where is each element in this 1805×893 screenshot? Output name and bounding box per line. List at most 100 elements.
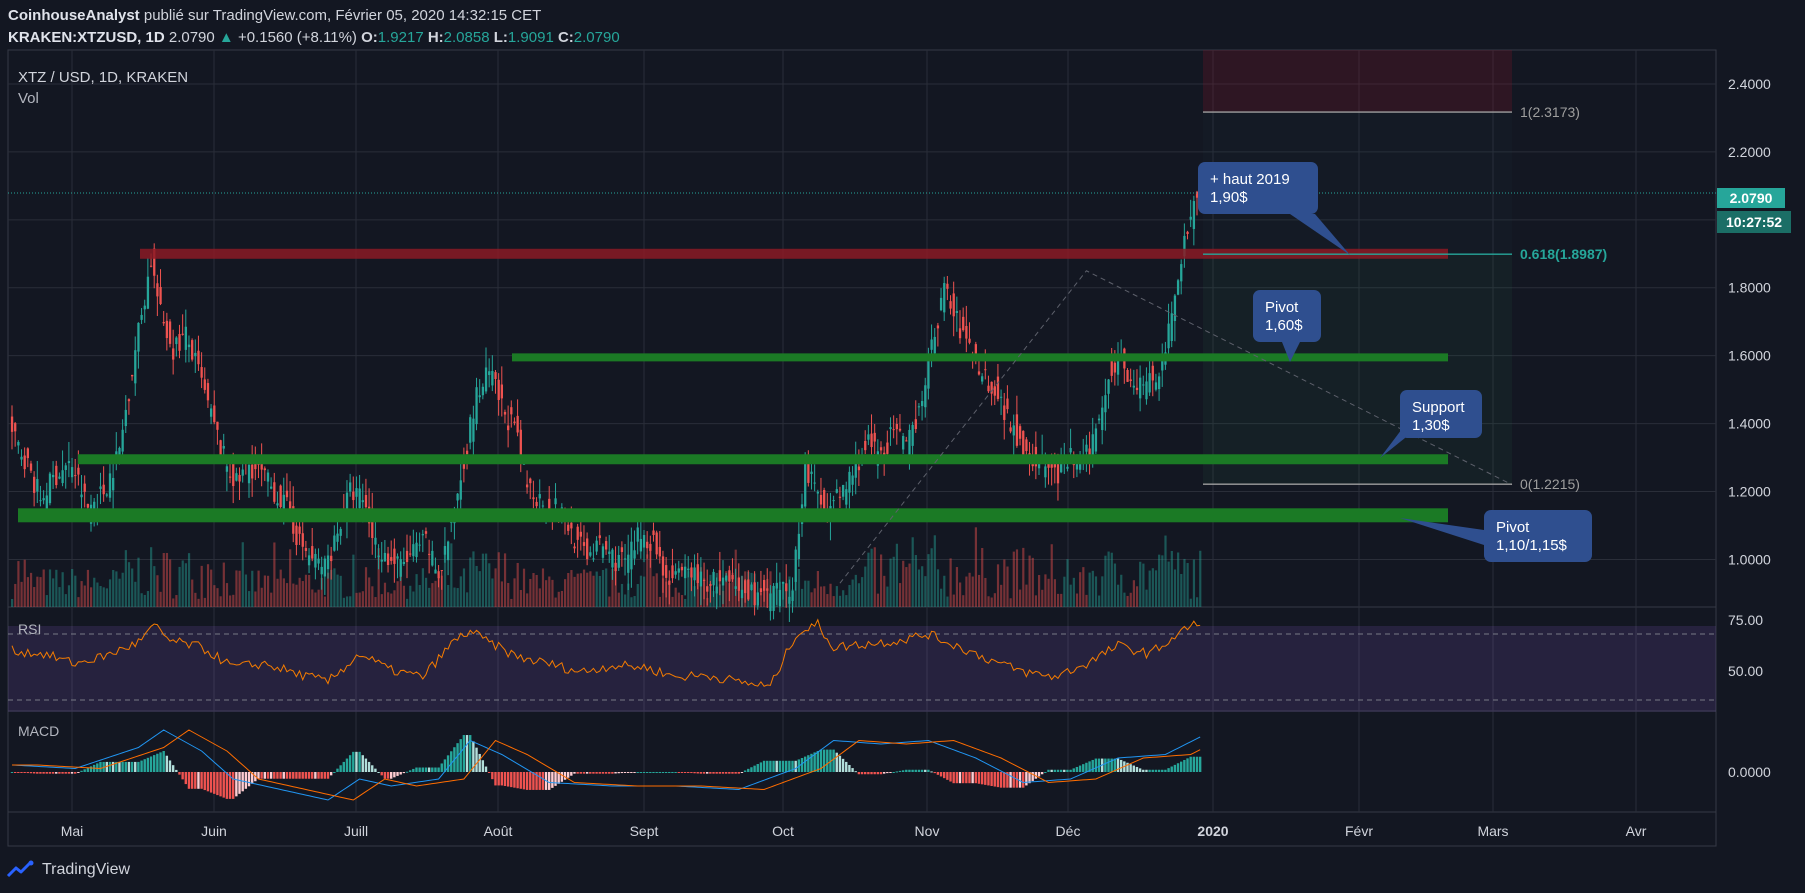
volume-bar (368, 577, 371, 607)
candle-body (538, 494, 541, 499)
volume-bar (655, 573, 658, 607)
macd-histogram-bar (816, 751, 819, 772)
candle-body (712, 571, 715, 586)
volume-bar (437, 577, 440, 607)
volume-bar (200, 565, 203, 607)
candle-body (1195, 191, 1199, 198)
macd-histogram-bar (437, 767, 440, 772)
candle-body (952, 293, 955, 317)
volume-bar (601, 569, 605, 607)
candle-body (766, 588, 769, 591)
candle-body (393, 548, 396, 564)
volume-bar (48, 569, 52, 607)
candle-body (235, 473, 238, 481)
macd-histogram-bar (497, 772, 500, 786)
fibonacci-retracement[interactable]: 1(2.3173) 0.618(1.8987) 0(1.2215) (1203, 104, 1607, 492)
macd-histogram-bar (469, 735, 472, 772)
volume-bar (187, 553, 191, 607)
author-name[interactable]: CoinhouseAnalyst (8, 7, 140, 24)
time-tick: Juill (344, 823, 368, 839)
candle-body (51, 474, 55, 478)
volume-bar (289, 549, 292, 607)
candle-body (633, 550, 636, 559)
macd-histogram-bar (64, 772, 67, 774)
volume-bar (624, 594, 627, 607)
macd-histogram-bar (159, 752, 162, 772)
volume-bar (358, 592, 361, 607)
volume-bar (96, 582, 99, 607)
candle-body (36, 479, 39, 492)
candle-body (172, 348, 175, 360)
macd-histogram-bar (178, 772, 181, 775)
volume-bar (1012, 551, 1015, 607)
macd-histogram-bar (257, 772, 260, 779)
candle-body (168, 321, 172, 344)
macd-histogram-bar (269, 772, 273, 779)
volume-bar (917, 569, 921, 607)
volume-bar (864, 566, 867, 607)
volume-bar (835, 586, 838, 607)
macd-histogram-bar (1078, 765, 1082, 772)
macd-histogram-bar (336, 768, 339, 772)
candle-body (10, 416, 14, 432)
candle-body (1142, 384, 1145, 386)
candle-body (582, 542, 586, 546)
candle-body (649, 543, 652, 551)
volume-bar (633, 596, 636, 607)
candle-body (965, 326, 968, 339)
candle-body (721, 577, 725, 586)
macd-histogram-bar (532, 772, 535, 790)
macd-histogram-bar (484, 766, 488, 772)
macd-histogram-bar (1154, 769, 1158, 772)
macd-histogram-bar (747, 768, 750, 772)
volume-bar (503, 553, 507, 607)
candle-body (225, 466, 229, 472)
macd-histogram-bar (386, 772, 390, 779)
vol-label: Vol (18, 90, 39, 107)
candle-body (355, 488, 358, 497)
time-axis[interactable]: Mai Juin Juill Août Sept Oct Nov Déc 2020 Févr Mar… (61, 823, 1647, 839)
macd-histogram-bar (1167, 768, 1170, 772)
candle-body (1139, 377, 1142, 399)
macd-histogram-bar (1063, 769, 1066, 772)
volume-bar (880, 554, 883, 607)
candle-body (974, 344, 977, 362)
macd-histogram-bar (905, 769, 908, 772)
macd-histogram-bar (898, 770, 902, 772)
zones (1203, 50, 1512, 485)
price-axis[interactable]: 2.40002.20002.00001.80001.60001.40001.20… (1728, 76, 1771, 780)
volume-bar (478, 571, 481, 607)
volume-bar (80, 581, 83, 607)
macd-histogram-bar (690, 772, 693, 774)
tradingview-brand[interactable]: TradingView (6, 860, 130, 880)
macd-histogram-bar (67, 772, 71, 774)
macd-histogram-bar (911, 769, 914, 772)
macd-histogram-bar (636, 772, 639, 773)
macd-histogram-bar (1176, 763, 1180, 772)
volume-bar (1053, 579, 1056, 607)
macd-histogram-bar (225, 772, 229, 799)
candle-body (77, 467, 80, 475)
volume-bar (374, 597, 377, 607)
macd-histogram-bar (250, 772, 254, 784)
macd-histogram-bar (314, 772, 317, 779)
macd-histogram-bar (617, 772, 620, 774)
volume-bar (254, 591, 257, 607)
candle-body (1126, 369, 1129, 382)
volume-bar (560, 590, 564, 607)
candle-body (1104, 395, 1107, 413)
callouts[interactable]: + haut 20191,90$Pivot1,60$Support1,30$Pi… (1198, 162, 1592, 562)
macd-histogram-bar (984, 772, 987, 785)
ohlc-header: KRAKEN:XTZUSD, 1D 2.0790 ▲ +0.1560 (+8.1… (8, 29, 620, 46)
candle-body (886, 442, 889, 454)
volume-bar (842, 590, 845, 607)
volume-bar (914, 555, 917, 607)
candle-body (586, 538, 589, 560)
volume-bar (86, 569, 90, 607)
candle-body (889, 427, 892, 430)
volume-bar (456, 588, 459, 607)
macd-histogram-bar (206, 772, 210, 792)
macd-histogram-bar (23, 772, 26, 773)
candle-body (636, 527, 639, 542)
